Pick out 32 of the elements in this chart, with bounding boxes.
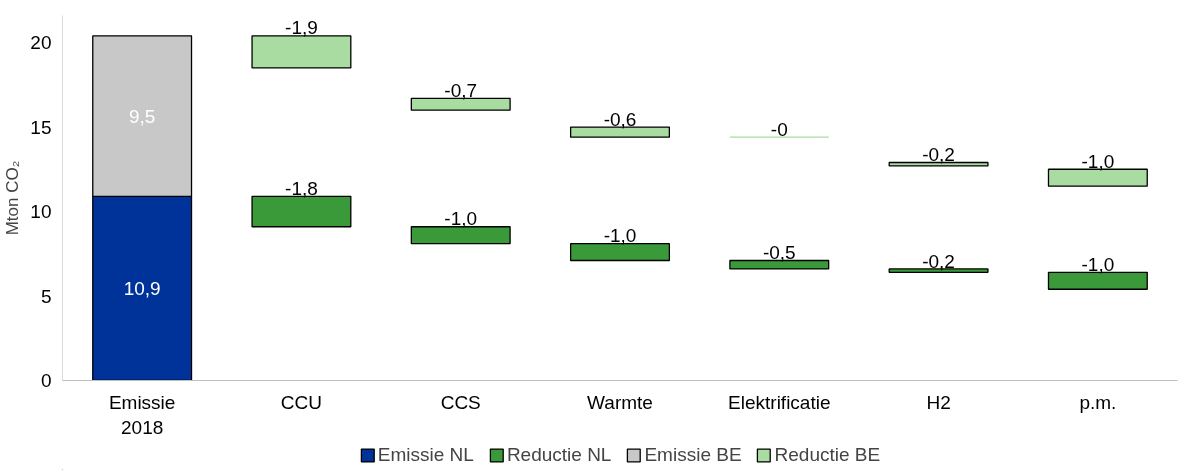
x-tick-label: p.m. xyxy=(1079,391,1117,413)
y-tick-label: 20 xyxy=(30,32,52,54)
x-tick-label: CCU xyxy=(280,391,323,413)
bar xyxy=(410,226,511,245)
data-label: -0,6 xyxy=(603,108,637,130)
data-label: 10,9 xyxy=(123,277,161,299)
y-tick-label: 15 xyxy=(30,116,52,138)
data-label: -0,2 xyxy=(922,144,955,166)
data-label: -1,9 xyxy=(285,17,318,39)
y-tick-label: 10 xyxy=(30,201,52,223)
legend-label: Emissie BE xyxy=(644,444,742,466)
data-label: -1,0 xyxy=(1081,253,1115,275)
x-tick-label: Emissie 2018 xyxy=(108,391,176,438)
data-label: -1,0 xyxy=(444,208,478,230)
data-label: -1,8 xyxy=(285,177,318,199)
legend-label: Reductie BE xyxy=(774,444,881,466)
data-label: -1,0 xyxy=(603,225,637,247)
y-tick-label: 0 xyxy=(40,370,52,391)
bar xyxy=(251,35,352,69)
x-tick-label: Warmte xyxy=(587,391,653,413)
data-label: -0,5 xyxy=(762,242,796,264)
y-tick-label: 5 xyxy=(40,285,52,307)
y-axis-title: Mton CO₂ xyxy=(3,160,23,236)
data-label: -0,7 xyxy=(444,79,478,101)
x-tick-label: H2 xyxy=(926,391,951,413)
data-label: -1,0 xyxy=(1081,150,1115,172)
legend-label: Reductie NL xyxy=(506,444,612,466)
legend-label: Emissie NL xyxy=(377,444,474,466)
data-label: -0,2 xyxy=(922,250,955,272)
x-tick-label: CCS xyxy=(440,391,481,413)
data-label: -0 xyxy=(770,118,788,140)
x-tick-label: Elektrificatie xyxy=(728,391,831,413)
